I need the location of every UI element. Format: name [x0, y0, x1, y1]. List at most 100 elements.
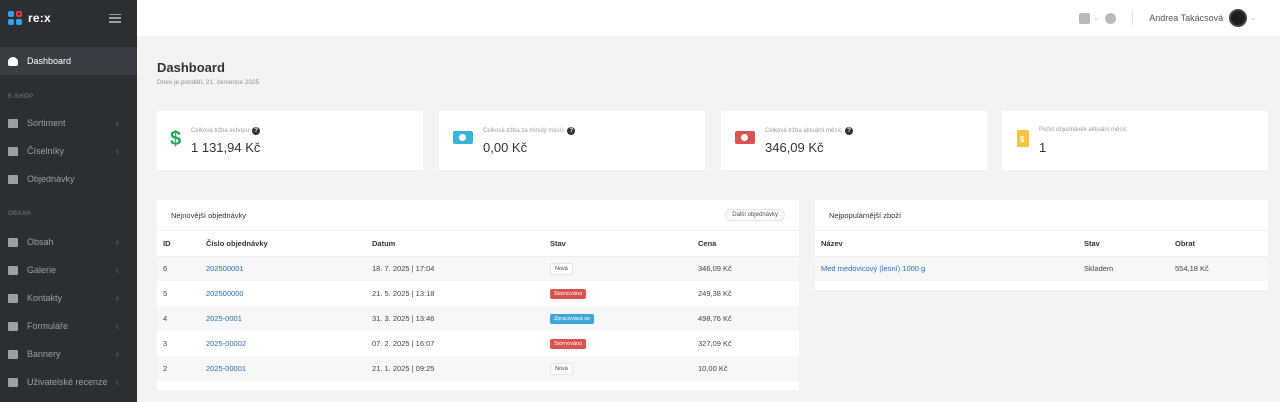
user-name[interactable]: Andrea Takácsová: [1149, 13, 1224, 23]
help-circle-icon[interactable]: ?: [845, 127, 854, 135]
cell-date: 21. 1. 2025 | 09:25: [366, 356, 544, 381]
money-bill-red-icon: [735, 131, 755, 144]
sidebar-item-sortiment[interactable]: Sortiment ‹: [0, 109, 137, 137]
column-header[interactable]: ID: [157, 231, 200, 257]
order-number-link[interactable]: 2025-00002: [206, 339, 247, 348]
stat-card-total-revenue: $ Celková tržba eshopu? 1 131,94 Kč: [157, 111, 423, 170]
table-row: 2 2025-00001 21. 1. 2025 | 09:25 Nová 10…: [157, 356, 799, 381]
cell-price: 249,38 Kč: [698, 289, 732, 298]
cell-status: Skladem: [1078, 256, 1169, 281]
invoice-icon: [1017, 130, 1029, 147]
sidebar-item-label: Kontakty: [27, 293, 63, 303]
help-icon[interactable]: [1105, 12, 1117, 24]
money-bill-icon: [453, 131, 473, 144]
chevron-left-icon: ‹: [116, 146, 119, 156]
more-orders-button[interactable]: Další objednávky: [725, 209, 785, 221]
help-circle-icon[interactable]: ?: [567, 127, 576, 135]
sidebar-item-bannery[interactable]: Bannery ‹: [0, 340, 137, 368]
chevron-left-icon: ‹: [116, 349, 119, 359]
column-header[interactable]: Cena: [692, 231, 799, 257]
add-icon[interactable]: [1079, 12, 1091, 24]
orders-table: ID Číslo objednávky Datum Stav Cena 6 20…: [157, 231, 799, 381]
card-title: Nejnovější objednávky: [171, 210, 247, 220]
sidebar-item-label: Galerie: [27, 265, 57, 275]
user-caret-down-icon[interactable]: ⌄: [1250, 15, 1256, 22]
sidebar-item-label: Dashboard: [27, 56, 72, 66]
stat-label: Počet objednávek aktuální měsíc: [1039, 127, 1128, 133]
help-circle-icon[interactable]: ?: [252, 127, 261, 135]
cell-price: 498,76 Kč: [692, 306, 799, 331]
cart-icon: [8, 174, 18, 184]
sidebar-item-dashboard[interactable]: Dashboard: [0, 47, 137, 75]
stat-label: Celková tržba za minulý měsíc?: [483, 127, 576, 135]
stat-value: 1 131,94 Kč: [191, 140, 261, 155]
page-title: Dashboard: [157, 60, 225, 75]
content-icon: [8, 237, 18, 247]
column-header[interactable]: Datum: [366, 231, 544, 257]
cell-id: 3: [163, 339, 168, 348]
chevron-left-icon: ‹: [116, 321, 119, 331]
stat-value: 1: [1039, 140, 1047, 155]
section-eshop: E-SHOP: [8, 94, 34, 100]
stat-label: Celková tržba aktuální měsíc?: [765, 127, 854, 135]
column-header[interactable]: Číslo objednávky: [200, 231, 366, 257]
chevron-left-icon: ‹: [116, 265, 119, 275]
rex-logo-icon: [8, 11, 22, 25]
cell-date: 31. 3. 2025 | 13:46: [366, 306, 544, 331]
sidebar-item-formulare[interactable]: Formuláře ‹: [0, 312, 137, 340]
order-number-link[interactable]: 202500000: [206, 289, 244, 298]
gallery-icon: [8, 265, 18, 275]
chevron-left-icon: ‹: [116, 237, 119, 247]
cell-id: 4: [157, 306, 200, 331]
cell-price: 327,09 Kč: [698, 339, 732, 348]
order-number-link[interactable]: 2025-0001: [206, 314, 242, 323]
sidebar-item-kontakty[interactable]: Kontakty ‹: [0, 284, 137, 312]
dashboard-gauge-icon: [8, 56, 18, 66]
sidebar-item-recenze[interactable]: Uživatelské recenze ‹: [0, 368, 137, 396]
sidebar-item-galerie[interactable]: Galerie ‹: [0, 256, 137, 284]
sidebar-item-obsah[interactable]: Obsah ‹: [0, 228, 137, 256]
status-badge: Nová: [550, 262, 573, 275]
cell-turnover: 554,18 Kč: [1169, 256, 1268, 281]
sidebar-item-label: Číselníky: [27, 146, 65, 156]
card-header: Nejnovější objednávky Další objednávky: [157, 200, 799, 231]
list-icon: [8, 146, 18, 156]
topbar-divider: [1132, 11, 1134, 25]
avatar[interactable]: [1229, 9, 1248, 27]
section-obsah: OBSAH: [8, 211, 32, 217]
order-number-link[interactable]: 202500001: [206, 264, 244, 274]
sidebar-item-objednavky[interactable]: Objednávky: [0, 165, 137, 193]
column-header[interactable]: Stav: [1078, 231, 1169, 257]
column-header[interactable]: Stav: [544, 231, 692, 257]
cell-id: 5: [163, 289, 168, 298]
caret-down-icon[interactable]: ⌄: [1093, 15, 1100, 22]
status-badge: Zpracovává se: [550, 314, 595, 324]
product-link[interactable]: Med medovicový (lesní) 1000 g: [821, 264, 926, 274]
column-header[interactable]: Název: [815, 231, 1078, 257]
stat-value: 0,00 Kč: [483, 140, 528, 155]
sidebar-item-label: Obsah: [27, 237, 54, 247]
table-row: 4 2025-0001 31. 3. 2025 | 13:46 Zpracová…: [157, 306, 799, 331]
chevron-left-icon: ‹: [116, 377, 119, 387]
cell-price: 10,00 Kč: [692, 356, 799, 381]
review-icon: [8, 377, 18, 387]
briefcase-icon: [8, 118, 18, 128]
stat-value: 346,09 Kč: [765, 140, 824, 155]
cell-price: 346,09 Kč: [692, 256, 799, 281]
dollar-icon: $: [170, 128, 182, 150]
column-header[interactable]: Obrat: [1169, 231, 1268, 257]
sidebar-item-ciselniky[interactable]: Číselníky ‹: [0, 137, 137, 165]
stat-card-current-month: Celková tržba aktuální měsíc? 346,09 Kč: [721, 111, 987, 170]
cell-id: 6: [157, 256, 200, 281]
banner-icon: [8, 349, 18, 359]
stat-card-order-count: Počet objednávek aktuální měsíc 1: [1002, 111, 1268, 170]
table-row: 6 202500001 18. 7. 2025 | 17:04 Nová 346…: [157, 256, 799, 281]
hamburger-menu-icon[interactable]: [109, 13, 121, 23]
table-row: 5 202500000 21. 5. 2025 | 13:18 Stornová…: [157, 281, 799, 306]
cell-id: 2: [157, 356, 200, 381]
card-title: Nejpopulárnější zboží: [829, 210, 902, 220]
popular-products-card: Nejpopulárnější zboží Název Stav Obrat M…: [815, 200, 1268, 290]
order-number-link[interactable]: 2025-00001: [206, 364, 247, 373]
sidebar: re:x Dashboard E-SHOP Sortiment ‹ Číseln…: [0, 0, 137, 402]
brand: re:x: [0, 0, 137, 36]
